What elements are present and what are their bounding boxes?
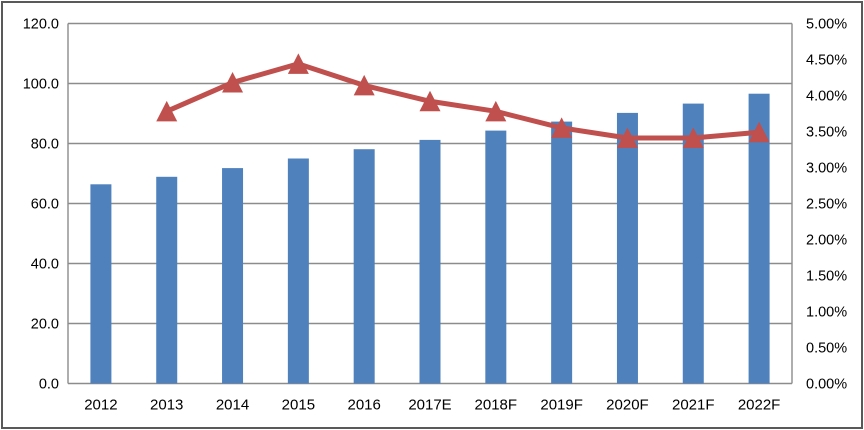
left-axis-tick-label: 0.0 bbox=[39, 377, 59, 393]
left-axis-tick-label: 40.0 bbox=[31, 257, 59, 273]
left-axis-tick-label: 120.0 bbox=[23, 17, 59, 33]
line-series-path bbox=[164, 61, 762, 141]
bar-2020F bbox=[616, 112, 638, 384]
bar-2012 bbox=[90, 184, 112, 384]
right-axis-tick-label: 3.50% bbox=[806, 125, 847, 141]
x-axis-label-2015: 2015 bbox=[282, 397, 315, 414]
x-axis-label-2021F: 2021F bbox=[672, 397, 715, 414]
x-axis-label-2016: 2016 bbox=[347, 397, 380, 414]
line-marker-triangle bbox=[551, 117, 573, 138]
bar-2013 bbox=[156, 176, 178, 384]
bar-2014 bbox=[222, 168, 244, 384]
x-axis-label-2014: 2014 bbox=[216, 397, 249, 414]
left-axis-tick-label: 100.0 bbox=[23, 77, 59, 93]
x-axis-label-2018F: 2018F bbox=[475, 397, 518, 414]
bar-2017E bbox=[419, 139, 441, 384]
bar-2016 bbox=[353, 149, 375, 384]
right-axis-tick-label: 1.00% bbox=[806, 305, 847, 321]
line-marker-triangle bbox=[156, 100, 178, 122]
bar-2015 bbox=[287, 158, 309, 384]
x-axis-label-2020F: 2020F bbox=[606, 397, 649, 414]
bar-2021F bbox=[682, 103, 704, 384]
bar-2022F bbox=[748, 93, 770, 384]
x-axis-label-2022F: 2022F bbox=[738, 397, 781, 414]
x-axis-label-2012: 2012 bbox=[84, 397, 117, 414]
right-axis-tick-label: 3.00% bbox=[806, 161, 847, 177]
left-axis-tick-label: 60.0 bbox=[31, 197, 59, 213]
line-marker-triangle bbox=[287, 53, 309, 74]
bar-2018F bbox=[485, 130, 507, 384]
line-marker-triangle bbox=[682, 127, 704, 148]
line-marker-triangle bbox=[353, 74, 375, 96]
line-marker-triangle bbox=[748, 121, 770, 143]
x-axis-label-2017E: 2017E bbox=[408, 397, 451, 414]
x-axis-label-2019F: 2019F bbox=[540, 397, 583, 414]
right-axis-tick-label: 4.50% bbox=[806, 53, 847, 69]
left-axis-tick-label: 20.0 bbox=[31, 317, 59, 333]
line-marker-triangle bbox=[616, 127, 638, 148]
bar-2019F bbox=[551, 121, 573, 384]
combo-chart: 120.0 100.0 80.0 60.0 40.0 20.0 0.0 5.00% 4.50% 4… bbox=[23, 17, 848, 414]
line-marker-triangle bbox=[222, 72, 244, 93]
right-axis-tick-label: 0.50% bbox=[806, 341, 847, 357]
right-axis-tick-label: 0.00% bbox=[806, 377, 847, 393]
x-axis-label-2013: 2013 bbox=[150, 397, 183, 414]
right-axis-tick-label: 4.00% bbox=[806, 89, 847, 105]
right-axis-tick-label: 1.50% bbox=[806, 269, 847, 285]
left-axis-tick-label: 80.0 bbox=[31, 137, 59, 153]
right-axis-tick-label: 5.00% bbox=[806, 17, 847, 33]
right-axis-tick-label: 2.50% bbox=[806, 197, 847, 213]
line-marker-triangle bbox=[419, 90, 441, 112]
right-axis-tick-label: 2.00% bbox=[806, 233, 847, 249]
line-marker-triangle bbox=[485, 100, 507, 122]
